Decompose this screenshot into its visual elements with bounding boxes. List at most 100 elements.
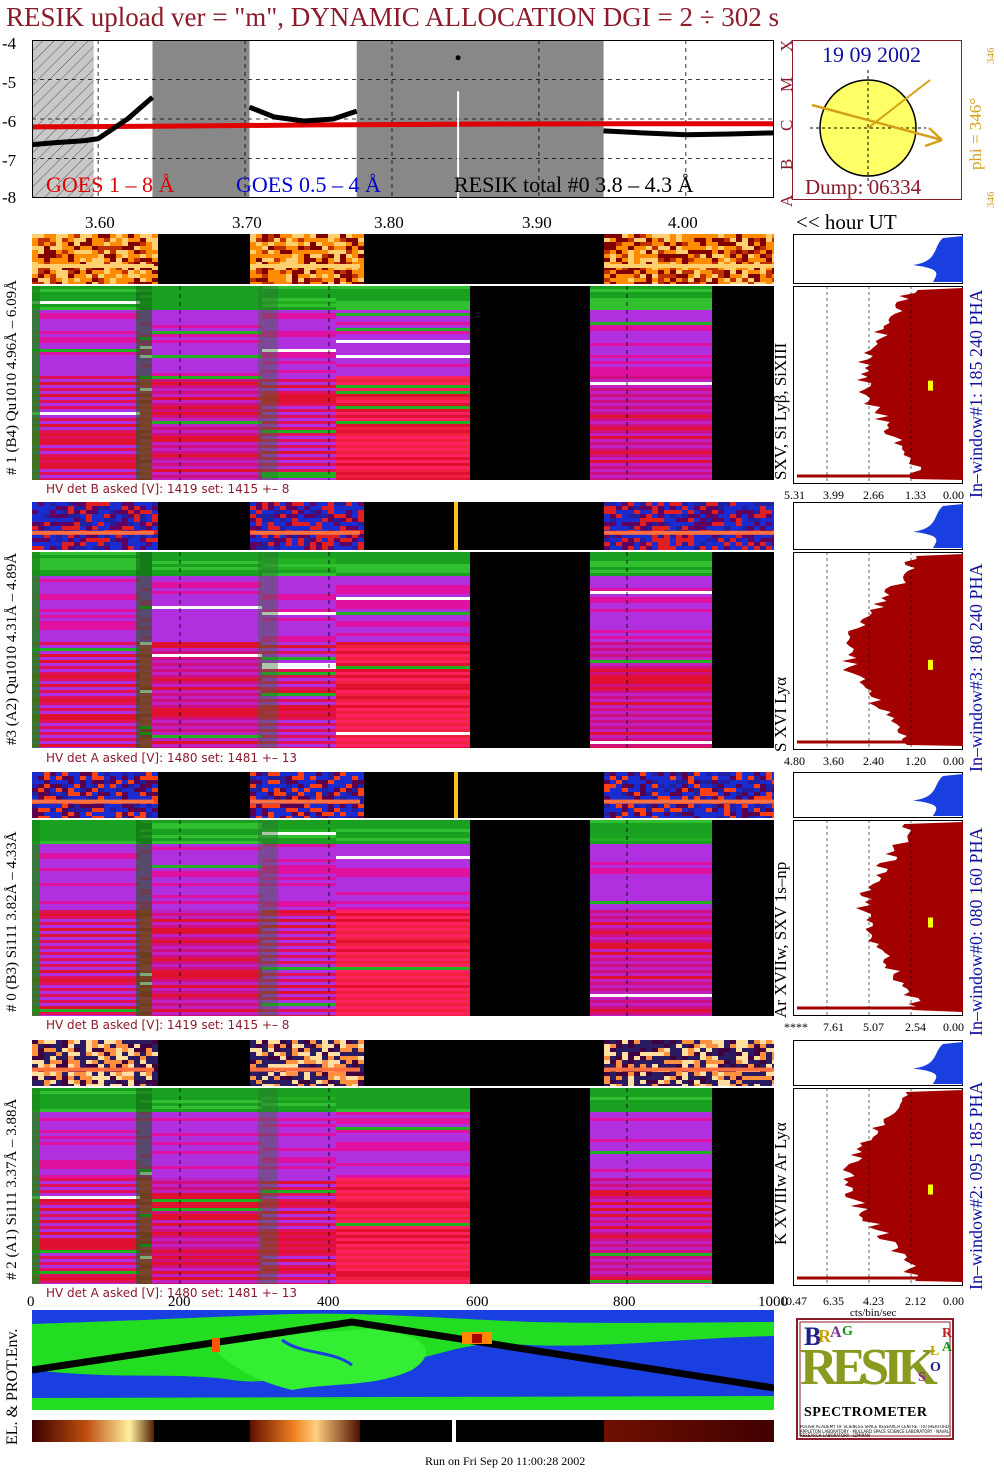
window-label: In–window#3: 180 240 PHA — [966, 563, 986, 772]
goes-ytick: -6 — [2, 112, 17, 131]
env-panel-label: EL. & PROT.Env. — [4, 1328, 21, 1445]
channel-side-label: # 0 (B3) Si111 3.82Å – 4.33Å — [4, 831, 20, 1012]
time-tick: 3.80 — [374, 213, 404, 232]
channel-spectrogram — [32, 286, 774, 480]
logo-letter: A — [830, 1324, 842, 1341]
bin-tick: 400 — [317, 1294, 340, 1310]
bin-tick: 800 — [613, 1294, 636, 1310]
logo-letter: G — [842, 1324, 853, 1339]
channel-lightcurve-strip — [32, 772, 774, 818]
dump-number: Dump: 06334 — [805, 175, 922, 199]
goes-ytick: -8 — [2, 188, 17, 207]
pha-histogram — [793, 502, 963, 550]
logo-subtitle: SPECTROMETER — [804, 1405, 928, 1420]
logo-fine-print: POLISH ACADEMY OF SCIENCES SPACE RESEARC… — [800, 1425, 950, 1438]
pha-tick: 2.66 — [863, 488, 884, 502]
spectrum-marker — [928, 917, 933, 928]
pha-histogram — [793, 234, 963, 284]
resik-logo — [796, 1318, 954, 1440]
bin-tick: 200 — [168, 1294, 191, 1310]
bin-tick: 0 — [27, 1294, 35, 1310]
resik-total-line — [32, 95, 155, 148]
spectrum-profile — [793, 552, 963, 750]
bin-tick: 600 — [466, 1294, 489, 1310]
legend-goes-054: GOES 0.5 – 4 Å — [236, 172, 381, 197]
goes-ytick: -7 — [2, 151, 17, 170]
spectrum-profile — [793, 286, 963, 484]
resik-total-line — [248, 104, 358, 124]
pha-tick: 6.35 — [823, 1294, 844, 1308]
pha-tick: 1.33 — [905, 488, 926, 502]
channel-lightcurve-strip — [32, 502, 774, 550]
pha-tick: 0.00 — [943, 1020, 964, 1034]
window-label: In–window#2: 095 185 PHA — [966, 1081, 986, 1290]
channel-side-label: #3 (A2) Qu1010 4.31Å – 4.89Å — [4, 552, 20, 745]
goes-ytick: -4 — [2, 34, 17, 53]
spectrum-marker — [928, 1184, 933, 1195]
logo-main: RESIK — [800, 1339, 938, 1396]
spectral-line-label: S XVI Lyα — [771, 676, 790, 752]
logo-letter: B — [804, 1322, 822, 1351]
bin-tick: 1000 — [758, 1294, 788, 1310]
env-color-strip — [32, 1420, 774, 1442]
spectrum-profile — [793, 820, 963, 1016]
pha-tick: 1.20 — [905, 754, 926, 768]
legend-goes-18: GOES 1 – 8 Å — [46, 172, 175, 197]
pha-tick: **** — [784, 1020, 808, 1034]
pha-tick: 5.07 — [863, 1020, 884, 1034]
goes-ytick: -5 — [2, 73, 17, 92]
pha-tick: 5.31 — [784, 488, 805, 502]
phi-small-top: 346 — [985, 47, 997, 65]
legend-resik: RESIK total #0 3.8 – 4.3 Å — [454, 172, 694, 197]
channel-lightcurve-strip — [32, 234, 774, 284]
time-tick: 3.70 — [232, 213, 262, 232]
page-title: RESIK upload ver = "m", DYNAMIC ALLOCATI… — [6, 2, 780, 32]
hv-note: HV det B asked [V]: 1419 set: 1415 +– 8 — [46, 482, 290, 496]
logo-letter: S — [918, 1370, 926, 1385]
phi-small-bottom: 346 — [985, 191, 997, 209]
pha-tick: 2.54 — [905, 1020, 926, 1034]
spectral-line-label: SXV, Si Lyβ, SiXIII — [771, 342, 790, 480]
spectral-line-label: K XVIIIw Ar Lyα — [771, 1122, 790, 1245]
pha-tick: 2.40 — [863, 754, 884, 768]
observation-date: 19 09 2002 — [822, 42, 921, 67]
pha-tick: 7.61 — [823, 1020, 844, 1034]
pha-tick: 0.00 — [943, 1294, 964, 1308]
window-label: In–window#1: 185 240 PHA — [966, 289, 986, 498]
spectral-line-label: Ar XVIIw, SXV 1s–np — [771, 861, 790, 1018]
goes-lightcurve-chart — [32, 40, 774, 198]
logo-letter: R — [818, 1326, 831, 1346]
pha-tick: 2.12 — [905, 1294, 926, 1308]
phi-label: phi = 346° — [966, 97, 985, 170]
time-tick: 4.00 — [668, 213, 698, 232]
phi-arrow — [811, 103, 943, 142]
channel-spectrogram — [32, 820, 774, 1016]
spectrum-marker — [928, 380, 933, 391]
orbit-track — [32, 1318, 774, 1392]
channel-side-label: # 2 (A1) Si111 3.37Å – 3.88Å — [4, 1098, 20, 1280]
goes-18-line — [32, 121, 774, 130]
hv-note: HV det A asked [V]: 1480 set: 1481 +– 13 — [46, 751, 298, 765]
time-unit-label: << hour UT — [796, 210, 897, 234]
channel-lightcurve-strip — [32, 1040, 774, 1086]
time-tick: 3.60 — [85, 213, 115, 232]
pha-tick: 4.80 — [784, 754, 805, 768]
time-tick: 3.90 — [522, 213, 552, 232]
spectrum-profile — [793, 1088, 963, 1286]
channel-side-label: # 1 (B4) Qu1010 4.96Å – 6.09Å — [4, 280, 20, 475]
pha-tick: 0.00 — [943, 488, 964, 502]
pha-tick: 10.47 — [780, 1294, 807, 1308]
sun-position-panel — [792, 40, 962, 200]
pha-tick: 3.99 — [823, 488, 844, 502]
pha-histogram — [793, 1040, 963, 1086]
logo-letter: R — [942, 1326, 953, 1341]
pha-tick: 0.00 — [943, 754, 964, 768]
cts-unit-label: cts/bin/sec — [850, 1307, 897, 1319]
channel-spectrogram — [32, 552, 774, 748]
window-label: In–window#0: 080 160 PHA — [966, 827, 986, 1036]
hv-note: HV det A asked [V]: 1480 set: 1481 +– 13 — [46, 1286, 298, 1300]
particle-environment-map — [32, 1310, 774, 1410]
logo-letter: A — [942, 1340, 953, 1355]
pha-histogram — [793, 772, 963, 818]
hv-note: HV det B asked [V]: 1419 set: 1415 +– 8 — [46, 1018, 290, 1032]
